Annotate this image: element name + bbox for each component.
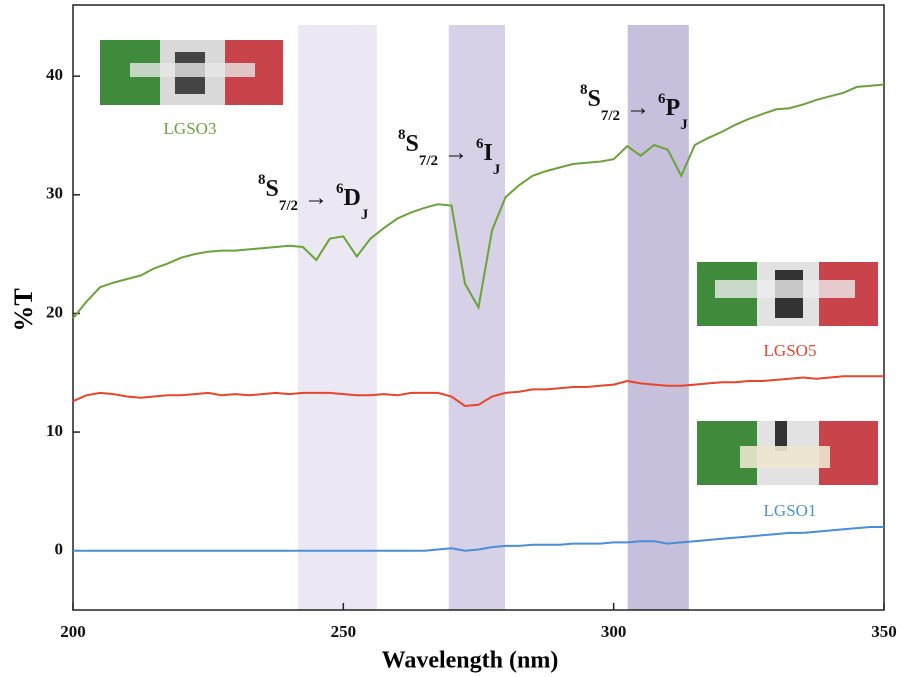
annotation-part: → [304,185,328,211]
annotation-part: I [484,140,493,166]
annotation-part: J [493,162,501,178]
y-tick-label: 20 [46,302,63,321]
inset-photo [100,40,283,105]
annotation-part: 8 [398,127,406,143]
x-tick-label: 300 [601,622,627,641]
annotation-part: 6 [658,91,666,107]
annotation-part: 6 [476,136,484,152]
plot-frame [72,4,885,611]
annotation-part: 7/2 [601,108,620,124]
x-axis-label: Wavelength (nm) [382,648,559,674]
annotation-part: P [666,95,681,121]
band-layer [297,25,689,610]
series-line [73,526,884,552]
inset-photo [697,262,878,326]
inset-photo [697,421,878,485]
annotation-part: D [344,185,361,211]
annotation-part: 8 [258,172,266,188]
annotation-part: 7/2 [419,153,438,169]
band [448,25,505,610]
series-line [72,375,884,408]
annotation-part: J [361,207,369,223]
legend-label: LGSO1 [764,501,817,520]
x-tick-label: 350 [871,622,897,641]
annotation-part: S [266,176,279,202]
annotation-part: J [680,117,688,133]
x-tick-label: 200 [60,622,86,641]
annotation: 8S7/2 → 6DJ [258,172,369,223]
annotation: 8S7/2 → 6IJ [398,127,501,178]
band [627,25,689,610]
annotation-part: → [626,95,650,121]
annotation-part: 7/2 [279,198,298,214]
annotation-part: 8 [580,82,588,98]
y-tick-label: 40 [46,65,63,84]
y-axis-label: %T [9,288,38,331]
legend-label: LGSO5 [764,341,817,360]
y-tick-label: 10 [46,421,63,440]
annotation-part: → [444,140,468,166]
y-tick-label: 0 [55,540,64,559]
legend-label: LGSO3 [164,119,217,138]
band [297,25,377,610]
y-tick-label: 30 [46,184,63,203]
annotation-part: S [406,131,419,157]
series-line [72,83,885,319]
annotation: 8S7/2 → 6PJ [580,82,688,133]
annotation-part: 6 [336,181,344,197]
x-tick-label: 250 [331,622,357,641]
annotation-part: S [588,86,601,112]
